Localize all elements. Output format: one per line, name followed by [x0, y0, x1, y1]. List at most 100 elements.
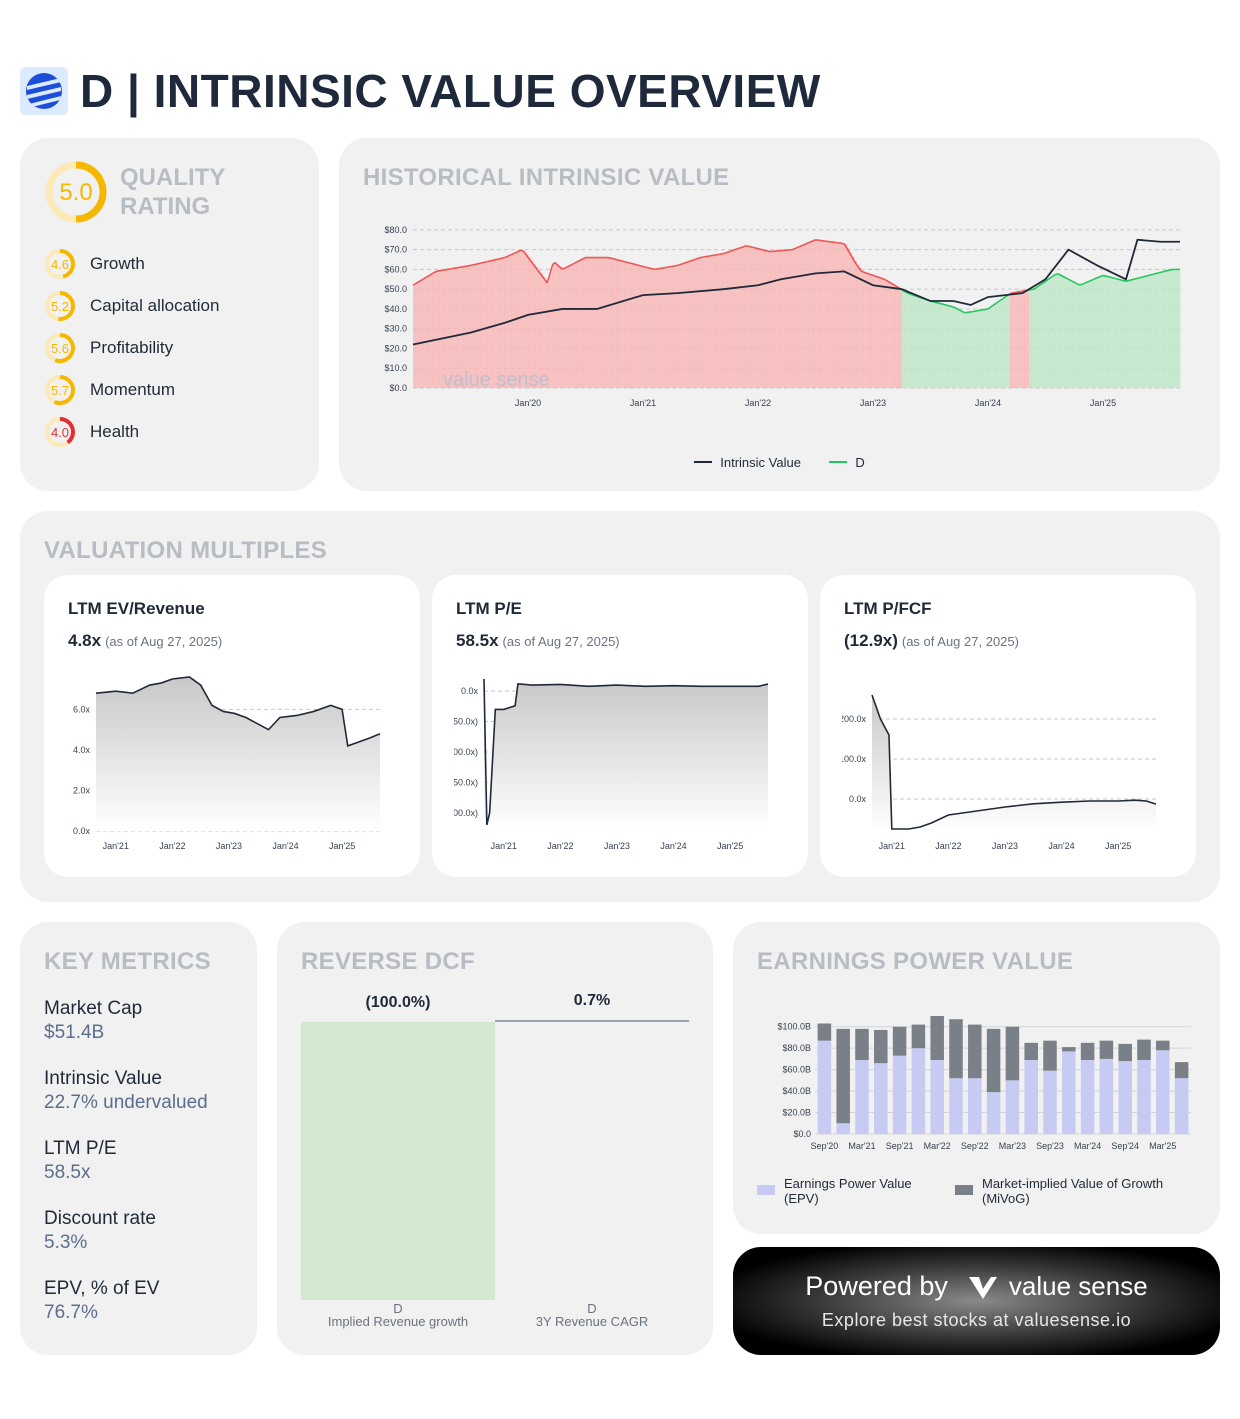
price-line-segment: [810, 239, 814, 243]
price-area-slice: [1124, 280, 1128, 388]
price-area-slice: [698, 258, 702, 388]
price-line-segment: [947, 304, 951, 307]
rating-row: 4.6 Growth: [44, 248, 145, 280]
price-area-slice: [513, 253, 517, 388]
price-line-segment: [429, 273, 433, 276]
price-line-segment: [748, 245, 752, 248]
multiple-number: 4.8x: [68, 631, 102, 650]
rating-label: Profitability: [90, 338, 174, 357]
price-line-segment: [729, 249, 733, 253]
price-area-slice: [973, 311, 977, 388]
rating-score: 5.7: [51, 383, 69, 398]
x-tick-label: Jan'22: [547, 841, 573, 851]
price-area-slice: [674, 266, 678, 388]
price-area-slice: [669, 266, 673, 388]
price-area-slice: [523, 250, 527, 388]
price-area-slice: [825, 241, 829, 388]
price-line-segment: [633, 263, 637, 266]
y-tick-label: $50.0: [384, 284, 407, 294]
price-area-slice: [779, 250, 783, 388]
price-line-segment: [494, 258, 498, 261]
price-line-segment: [1105, 275, 1109, 278]
price-line-segment: [1155, 272, 1159, 275]
x-tick-label: Jan'22: [159, 841, 185, 851]
price-area-slice: [851, 256, 855, 388]
price-area-slice: [1160, 272, 1164, 388]
price-line-segment: [570, 262, 574, 266]
x-tick-label: Jan'25: [717, 841, 743, 851]
powered-by-subtext: Explore best stocks at valuesense.io: [821, 1310, 1132, 1330]
epv-title: EARNINGS POWER VALUE: [757, 948, 1074, 975]
price-area-slice: [446, 269, 450, 388]
price-area-slice: [1093, 279, 1097, 388]
price-line-segment: [582, 256, 586, 260]
price-area-slice: [873, 275, 877, 388]
price-line-segment: [623, 260, 627, 263]
price-area-slice: [897, 286, 901, 388]
price-area-slice: [559, 266, 563, 388]
price-area-slice: [1096, 278, 1100, 388]
price-line-segment: [609, 257, 613, 260]
revenue-cagr-ticker: D: [587, 1301, 597, 1316]
price-line-segment: [882, 277, 886, 281]
price-area-slice: [436, 271, 440, 388]
multiple-title: LTM EV/Revenue: [68, 599, 205, 618]
metric-item: Intrinsic Value 22.7% undervalued: [44, 1068, 208, 1114]
epv-bar: [1118, 1061, 1132, 1134]
price-area-slice: [537, 270, 541, 388]
price-line-segment: [956, 308, 960, 311]
historical-intrinsic-value-card: HISTORICAL INTRINSIC VALUE $0.0 $10.0 $20.…: [339, 138, 1220, 491]
price-line-segment: [803, 243, 807, 246]
price-line-segment: [534, 266, 539, 271]
x-tick-label: Sep'21: [886, 1141, 914, 1151]
y-tick-label: $70.0: [384, 245, 407, 255]
ring-arc: [53, 375, 75, 405]
price-line-segment: [863, 271, 867, 274]
price-line-segment: [1042, 280, 1047, 284]
price-area-slice: [518, 251, 522, 388]
revenue-cagr-label: 0.7%: [573, 992, 611, 1009]
price-line-segment: [1045, 278, 1049, 282]
mivog-bar: [930, 1016, 944, 1060]
rating-row: 5.7 Momentum: [44, 374, 175, 406]
price-line-segment: [618, 259, 622, 262]
price-area-slice: [592, 257, 596, 388]
price-line-segment: [1076, 282, 1080, 286]
powered-by-banner[interactable]: Powered by value sense Explore best stoc…: [733, 1247, 1220, 1355]
price-area-slice: [609, 257, 613, 388]
multiple-asof: (as of Aug 27, 2025): [901, 634, 1019, 649]
price-area-slice: [842, 243, 845, 388]
rating-row: 5.6 Profitability: [44, 332, 173, 364]
price-area-slice: [885, 279, 889, 388]
epv-bar: [930, 1059, 944, 1134]
price-line-segment: [527, 256, 532, 262]
price-line-segment: [573, 261, 577, 265]
price-area-slice: [858, 267, 862, 388]
price-area-slice: [863, 272, 867, 388]
y-tick-label: $10.0: [384, 363, 407, 373]
price-line-segment: [556, 263, 560, 268]
price-line-segment: [733, 248, 737, 251]
price-area-slice: [1028, 290, 1032, 388]
price-area-slice: [1091, 280, 1095, 388]
price-line-segment: [1136, 277, 1140, 280]
rating-label: Growth: [90, 254, 145, 273]
price-line-segment: [741, 245, 745, 249]
epv-bar: [1174, 1078, 1189, 1134]
price-line-segment: [793, 247, 797, 250]
price-area-slice: [741, 247, 745, 388]
mivog-bar: [1099, 1040, 1114, 1059]
price-line-segment: [755, 247, 759, 250]
price-line-segment: [990, 304, 994, 308]
price-area-slice: [664, 267, 668, 388]
price-line-segment: [911, 293, 915, 297]
price-line-segment: [1055, 273, 1058, 276]
price-line-segment: [1100, 274, 1104, 277]
price-area-slice: [983, 309, 987, 388]
price-line-segment: [529, 260, 534, 265]
price-area-slice: [918, 297, 922, 388]
price-line-segment: [1040, 282, 1044, 286]
price-line-segment: [558, 265, 563, 270]
price-area-slice: [861, 271, 865, 388]
key-metrics-card: KEY METRICS Market Cap $51.4B Intrinsic Va…: [20, 922, 257, 1355]
